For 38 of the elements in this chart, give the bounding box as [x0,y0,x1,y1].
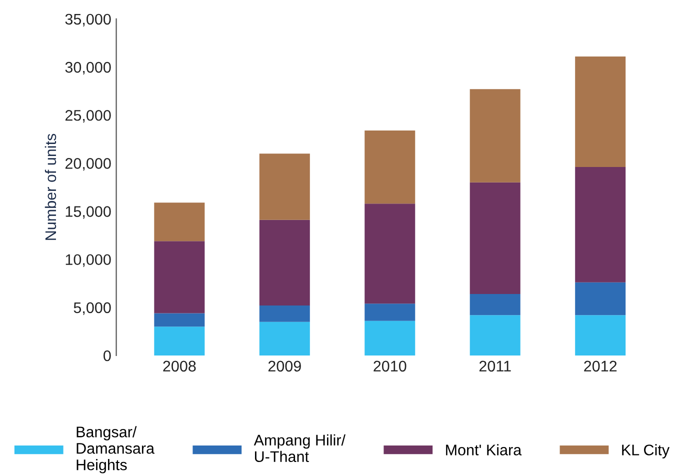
bar [364,204,416,304]
bar [575,167,626,282]
bar [154,326,205,356]
x-tick-label: 2012 [584,360,617,372]
x-tick-label: 2008 [163,360,196,372]
bar [154,313,205,327]
legend-label: Ampang Hilir/ U-Thant [254,434,346,462]
bar [364,320,416,356]
bar [470,182,520,294]
y-tick-label: 5,000 [74,302,111,315]
y-tick-label: 30,000 [65,62,111,75]
bar [470,294,520,316]
y-tick-label: 0 [104,350,111,362]
y-axis-title: Number of units [44,134,56,240]
x-tick-label: 2011 [479,360,511,372]
bar [575,315,626,356]
y-tick-label: 25,000 [65,110,111,123]
y-tick-label: 35,000 [65,14,111,26]
y-tick-label: 15,000 [66,206,111,219]
bar [154,202,205,242]
y-tick-label: 20,000 [65,158,111,171]
bar [259,220,310,306]
bar [470,89,520,182]
legend-label: KL City [622,444,670,458]
bar [259,322,310,356]
bar [575,282,626,316]
bar [154,241,205,314]
x-tick-label: 2010 [374,360,406,372]
bar [364,304,416,321]
bar [259,154,310,220]
bar [364,130,416,204]
bar [575,56,626,168]
x-tick-label: 2009 [268,360,301,372]
bar [259,306,310,322]
y-tick-label: 10,000 [66,254,111,267]
bar [470,315,520,356]
legend-label: Mont' Kiara [446,444,522,456]
legend-label: Bangsar/ Damansara Heights [76,426,155,474]
